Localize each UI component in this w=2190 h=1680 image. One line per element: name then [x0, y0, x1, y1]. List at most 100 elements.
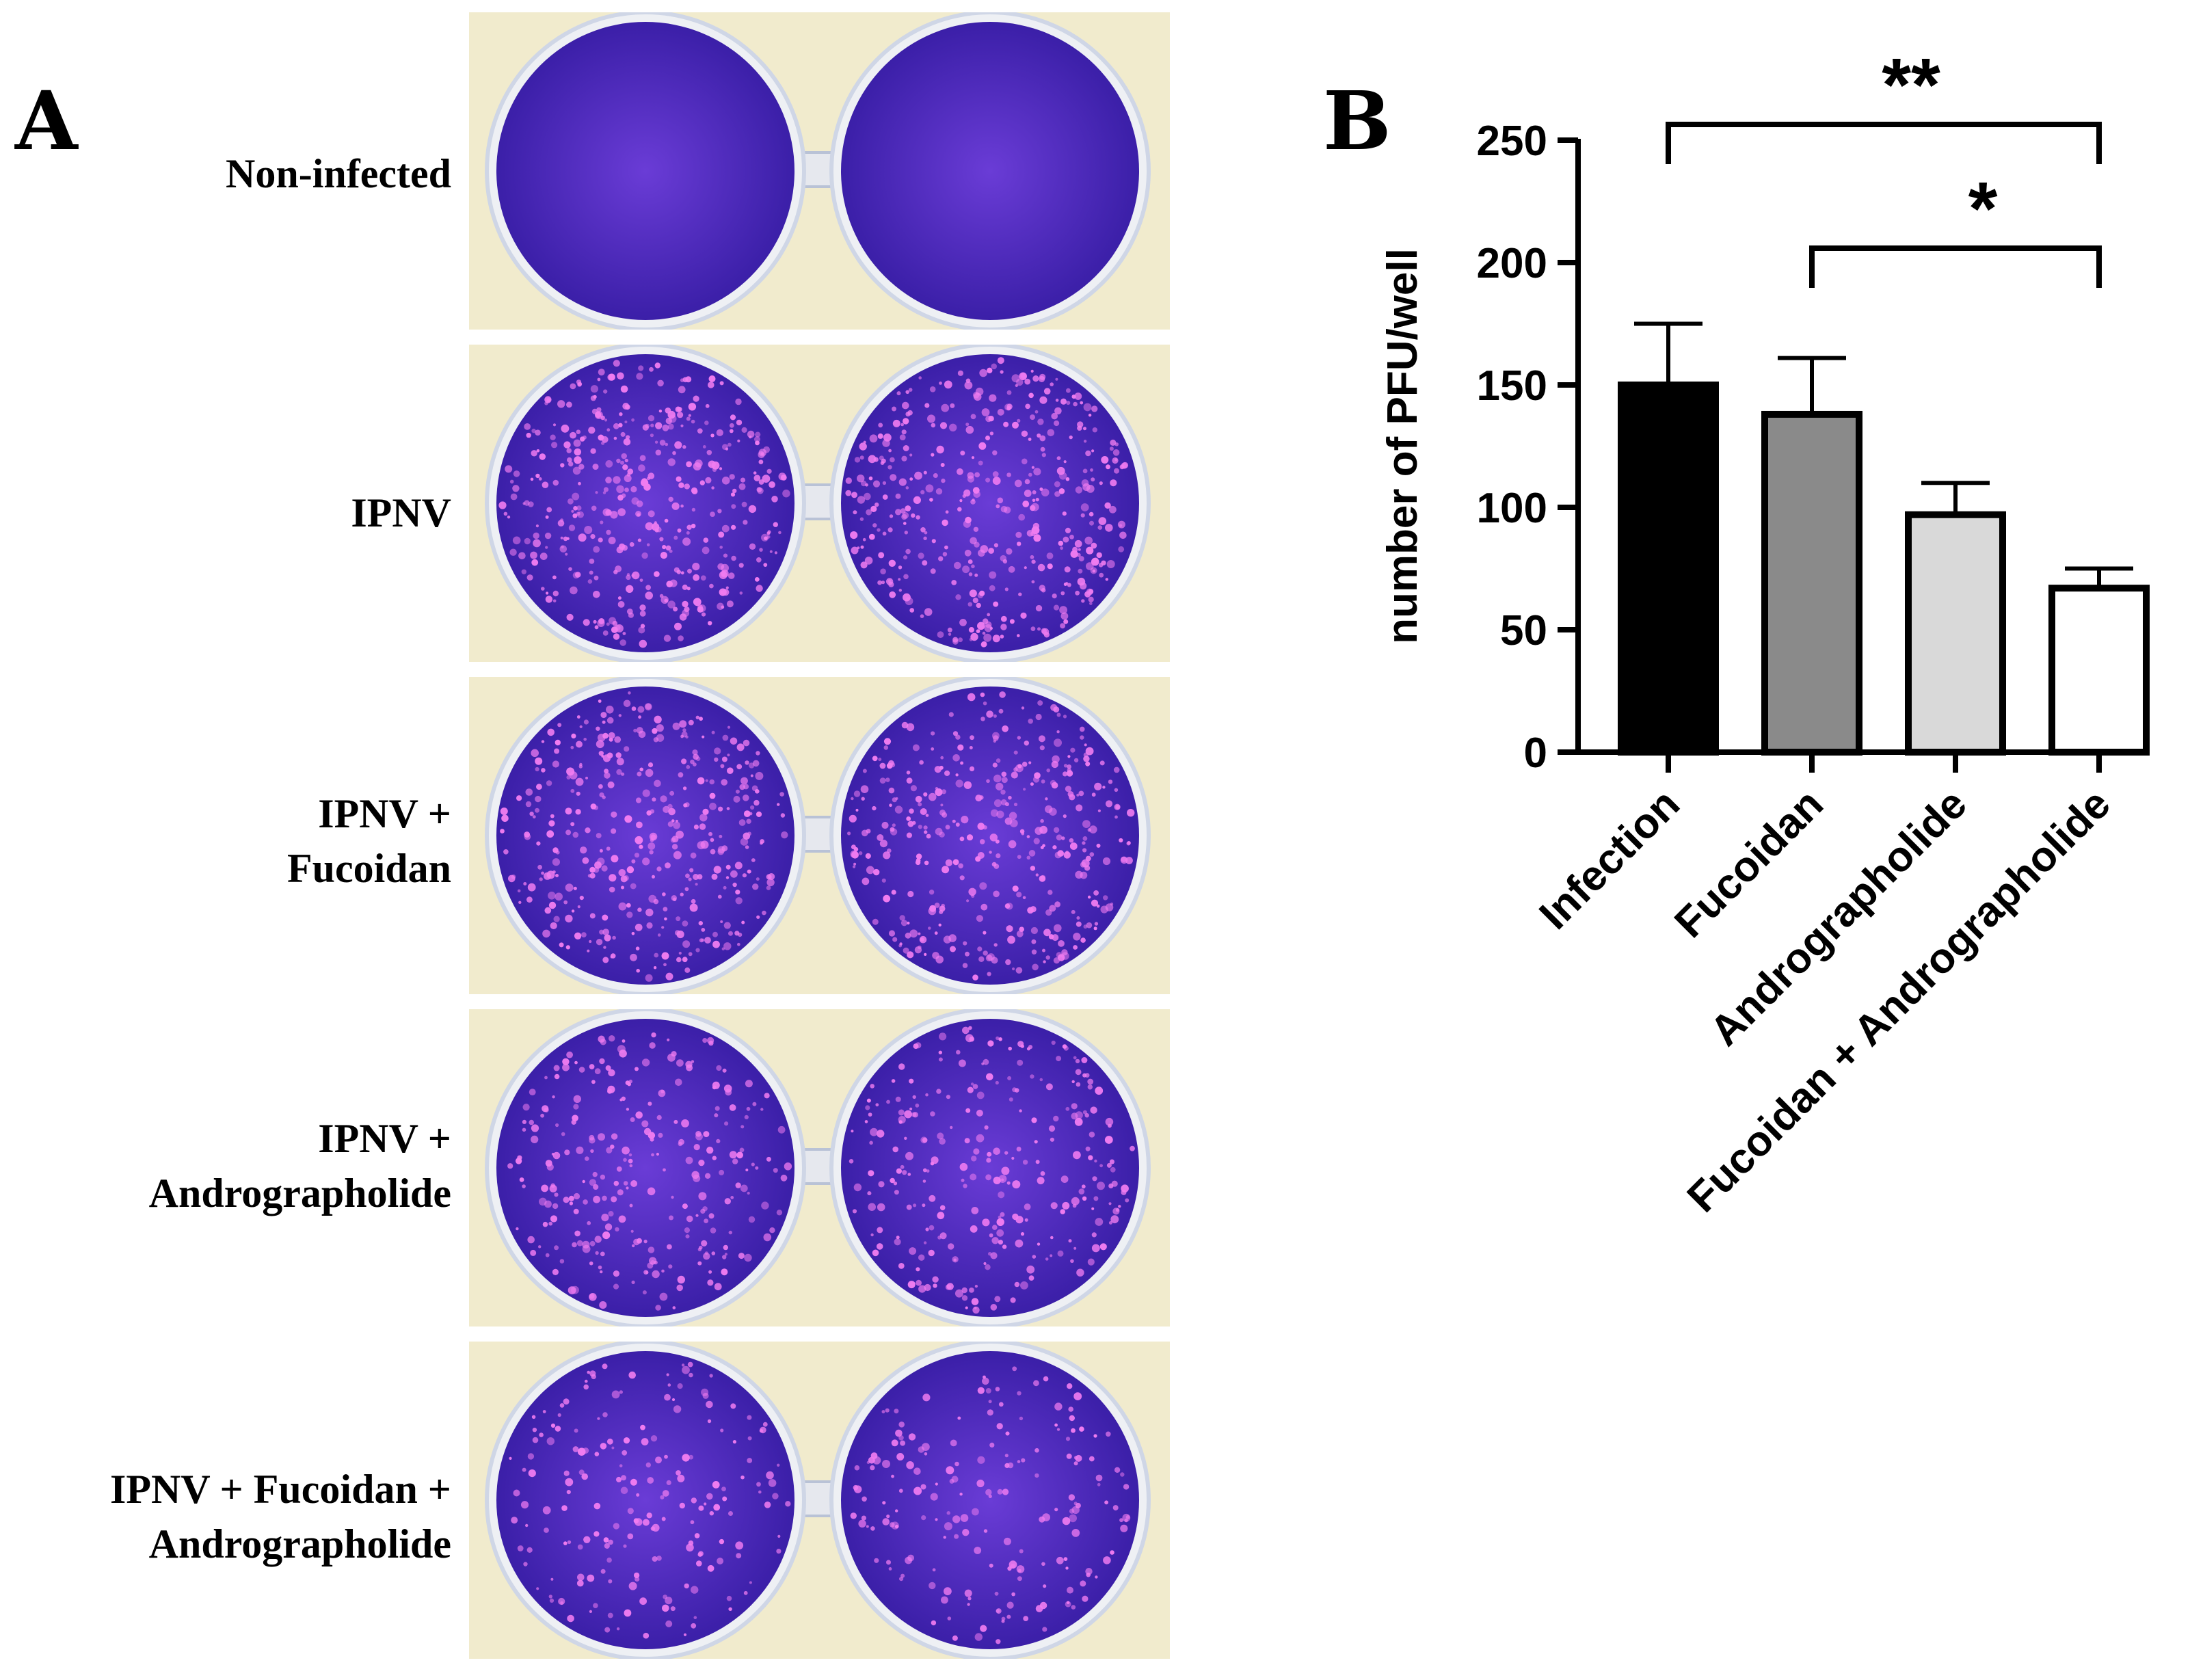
plaque-dot	[1056, 1056, 1062, 1062]
plaque-dot	[691, 1623, 697, 1629]
plaque-dot	[850, 850, 858, 858]
plaque-dot	[630, 485, 637, 493]
plaque-dot	[1030, 782, 1034, 786]
plaque-dot	[731, 524, 736, 530]
plaque-dot	[562, 1063, 570, 1071]
plaque-dot	[670, 1606, 676, 1612]
plaque-dot	[523, 882, 527, 885]
plaque-dot	[544, 907, 552, 914]
plaque-dot	[972, 1306, 980, 1314]
plaque-dot	[652, 1556, 658, 1562]
plaque-dot	[769, 550, 773, 553]
plaque-dot	[950, 403, 955, 408]
plaque-dot	[709, 792, 716, 799]
plaque-dot	[1041, 779, 1045, 784]
plaque-dot	[955, 773, 959, 777]
plaque-dot	[549, 1598, 555, 1603]
plaque-dot	[1008, 795, 1012, 800]
plaque-dot	[719, 546, 723, 549]
plaque-dot	[655, 422, 663, 429]
plaque-dot	[1035, 604, 1043, 612]
plaque-dot	[582, 1179, 585, 1184]
plaque-dot	[563, 536, 568, 542]
plaque-dot	[978, 442, 987, 450]
plaque-dot	[1006, 1614, 1011, 1619]
plaque-dot	[915, 1042, 922, 1049]
plaque-dot	[1071, 1112, 1078, 1120]
plaque-dot	[694, 1533, 700, 1538]
plaque-dot	[975, 795, 983, 802]
plaque-dot	[989, 1233, 993, 1238]
plaque-dot	[1045, 1257, 1049, 1261]
plaque-dot	[545, 546, 548, 549]
plaque-dot	[563, 1398, 570, 1405]
plaque-dot	[901, 721, 909, 729]
plaque-dot	[931, 1620, 937, 1626]
plaque-dot	[1002, 1244, 1007, 1249]
plaque-dot	[595, 491, 598, 494]
plaque-dot	[978, 460, 983, 466]
plaque-dot	[719, 1538, 725, 1545]
plaque-dot	[601, 865, 608, 872]
plaque-dot	[862, 769, 867, 773]
plaque-dot	[619, 1098, 623, 1102]
plaque-dot	[872, 523, 877, 528]
plaque-dot	[630, 1117, 635, 1122]
plaque-dot	[542, 1410, 546, 1413]
plaque-dot	[763, 1233, 772, 1242]
plaque-dot	[896, 1453, 905, 1461]
plaque-dot	[676, 1284, 683, 1292]
plaque-dot	[707, 1564, 715, 1572]
plaque-dot	[574, 1428, 578, 1433]
plaque-dot	[533, 539, 541, 548]
plaque-dot	[546, 507, 552, 513]
plaque-dot	[691, 1586, 699, 1594]
plaque-dot	[645, 585, 651, 591]
plaque-dot	[1054, 481, 1060, 488]
plaque-dot	[905, 390, 909, 395]
plaque-dot	[727, 442, 732, 447]
plaque-dot	[900, 423, 904, 427]
plaque-dot	[626, 435, 630, 440]
plaque-dot	[857, 475, 865, 483]
plaque-dot	[589, 570, 593, 575]
plaque-dot	[1031, 580, 1035, 584]
plaque-dot	[720, 764, 725, 769]
plaque-dot	[905, 412, 911, 417]
plaque-dot	[1004, 1463, 1010, 1468]
plaque-dot	[1017, 418, 1021, 423]
plaque-dot	[918, 552, 924, 559]
plaque-dot	[878, 552, 885, 559]
plaque-dot	[966, 899, 970, 903]
plaque-dot	[552, 479, 559, 486]
plaque-dot	[962, 1026, 970, 1035]
plaque-dot	[566, 613, 574, 621]
plaque-dot	[862, 877, 870, 885]
plaque-dot	[720, 590, 724, 594]
plaque-dot	[735, 897, 743, 905]
plaque-dot	[520, 1501, 529, 1509]
plaque-dot	[952, 1256, 959, 1263]
plaque-dot	[573, 439, 581, 447]
plaque-dot	[1075, 1454, 1082, 1462]
plaque-dot	[611, 855, 619, 863]
plaque-dot	[987, 1040, 994, 1047]
plaque-dot	[574, 456, 582, 464]
plaque-dot	[577, 1544, 583, 1550]
plaque-dot	[1012, 1087, 1017, 1093]
plaque-dot	[535, 808, 539, 813]
plaque-dot	[924, 531, 928, 535]
plaque-dot	[1084, 1113, 1089, 1118]
plaque-dot	[964, 1589, 972, 1597]
plaque-dot	[638, 464, 645, 472]
plaque-dot	[974, 573, 978, 577]
plaque-dot	[1015, 967, 1023, 974]
plaque-dot	[1070, 747, 1076, 753]
plaque-dot	[849, 814, 857, 823]
plaque-dot	[1027, 907, 1034, 914]
plaque-dot	[920, 1136, 928, 1144]
plaque-dot	[677, 412, 684, 418]
plaque-dot	[930, 568, 936, 574]
plaque-dot	[1082, 820, 1091, 828]
plaque-dot	[1067, 791, 1074, 797]
